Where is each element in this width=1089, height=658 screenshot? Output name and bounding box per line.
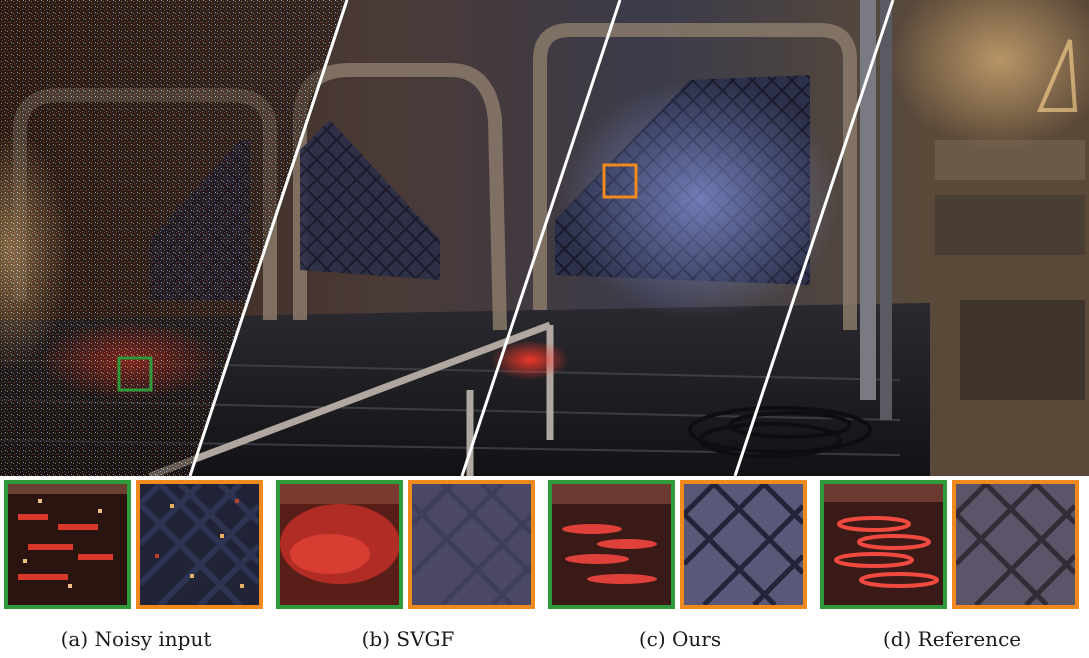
crop-ours-green <box>548 480 675 609</box>
divider-line-1 <box>188 0 349 476</box>
crop-image <box>140 484 259 605</box>
crop-image <box>824 484 943 605</box>
crop-image <box>684 484 803 605</box>
crop-image <box>956 484 1075 605</box>
orange-highlight-box <box>602 163 638 199</box>
crop-noisy-green <box>4 480 131 609</box>
caption-reference: (d) Reference <box>882 627 1022 651</box>
crop-reference-orange <box>952 480 1079 609</box>
caption-noisy-input: (a) Noisy input <box>60 627 212 651</box>
crop-image <box>8 484 127 605</box>
crop-svgf-orange <box>408 480 535 609</box>
crop-image <box>412 484 531 605</box>
render-comparison-scene <box>0 0 1089 476</box>
green-highlight-box <box>117 356 153 392</box>
caption-ours: (c) Ours <box>638 627 722 651</box>
crop-image <box>552 484 671 605</box>
crop-ours-orange <box>680 480 807 609</box>
crop-reference-green <box>820 480 947 609</box>
divider-line-3 <box>733 0 895 476</box>
caption-svgf: (b) SVGF <box>361 627 455 651</box>
crop-noisy-orange <box>136 480 263 609</box>
crop-image <box>280 484 399 605</box>
crop-svgf-green <box>276 480 403 609</box>
divider-line-2 <box>460 0 622 476</box>
scene-illustration <box>0 0 1089 476</box>
